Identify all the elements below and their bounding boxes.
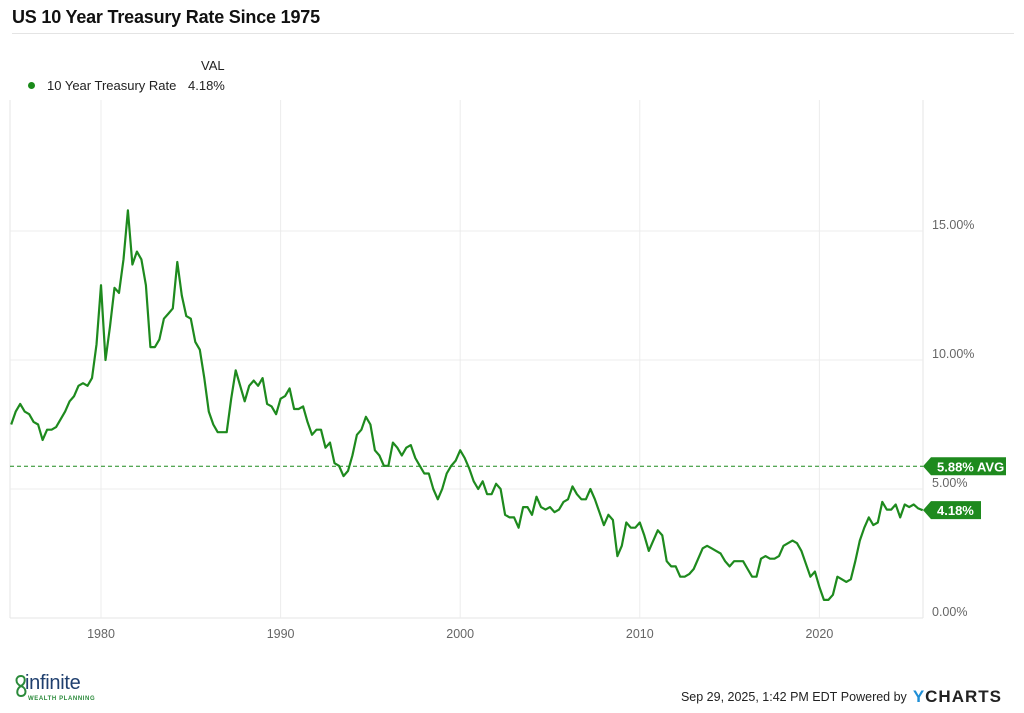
legend-value: 4.18% [188,78,225,93]
title-divider [12,33,1014,34]
infinity-logo-icon [15,674,27,698]
y-tick-label: 15.00% [932,218,974,232]
x-tick-label: 1980 [87,627,115,641]
y-tick-label: 5.00% [932,476,967,490]
powered-by: Powered by [840,690,907,704]
ycharts-logo[interactable]: YCHARTS [912,687,1002,706]
legend-dot-icon [28,82,35,89]
series-line [10,209,924,602]
x-tick-label: 2000 [446,627,474,641]
chart-title: US 10 Year Treasury Rate Since 1975 [12,7,320,27]
x-tick-label: 2010 [626,627,654,641]
x-tick-label: 1990 [267,627,295,641]
average-label: 5.88% AVG [937,459,1004,474]
footer: Sep 29, 2025, 1:42 PM EDT Powered by YCH… [681,687,1002,707]
x-tick-label: 2020 [805,627,833,641]
legend-item[interactable]: 10 Year Treasury Rate [28,78,176,93]
last-value-label: 4.18% [937,503,974,518]
timestamp: Sep 29, 2025, 1:42 PM EDT [680,690,838,704]
y-tick-label: 0.00% [932,605,967,619]
logo-word: infinite [25,672,81,694]
logo-subtitle: WEALTH PLANNING [28,696,96,702]
y-tick-label: 10.00% [932,347,974,361]
average-label-box [923,457,1006,476]
legend-series-name: 10 Year Treasury Rate [47,78,177,93]
last-value-label-box [923,501,981,520]
legend-column-header: VAL [201,58,225,73]
